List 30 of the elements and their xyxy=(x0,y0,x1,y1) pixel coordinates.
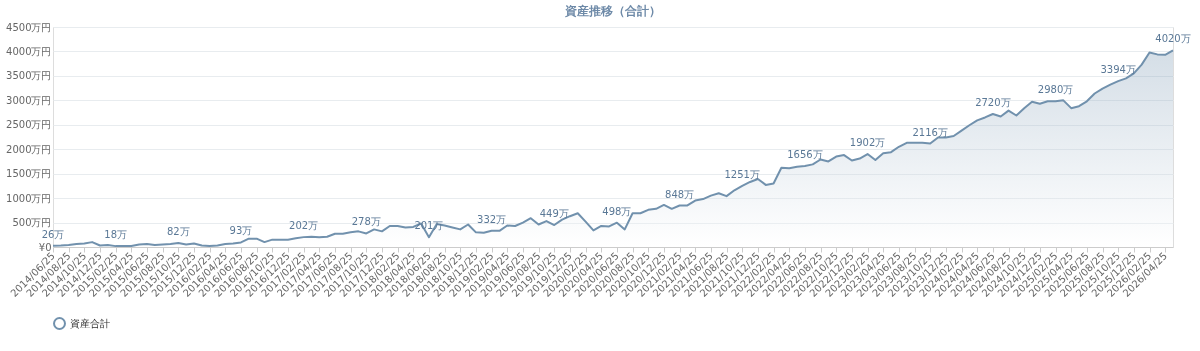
data-label: 4020万 xyxy=(1155,33,1191,45)
y-tick-label: 2000万円 xyxy=(6,143,52,155)
data-label: 2116万 xyxy=(912,126,948,138)
data-label: 1251万 xyxy=(724,168,760,180)
data-label: 82万 xyxy=(166,225,190,237)
data-label: 1902万 xyxy=(849,137,886,149)
data-label: 848万 xyxy=(665,188,695,200)
legend-label: 資産合計 xyxy=(70,317,110,329)
data-label: 278万 xyxy=(351,216,381,228)
data-label: 3394万 xyxy=(1100,64,1136,76)
data-label: 202万 xyxy=(289,220,319,232)
y-tick-label: 1000万円 xyxy=(6,192,52,204)
y-tick-label: ¥0 xyxy=(38,241,52,253)
y-tick-label: 3000万円 xyxy=(6,94,52,106)
data-label: 2980万 xyxy=(1037,84,1074,96)
data-label: 18万 xyxy=(104,229,128,241)
data-label: 26万 xyxy=(41,228,65,240)
y-tick-label: 4000万円 xyxy=(6,45,52,57)
data-label: 1656万 xyxy=(787,149,823,161)
y-tick-label: 500万円 xyxy=(12,217,52,229)
data-label: 93万 xyxy=(229,225,253,237)
y-tick-label: 2500万円 xyxy=(6,119,52,131)
y-tick-label: 4500万円 xyxy=(6,21,52,33)
data-label: 332万 xyxy=(477,213,507,225)
data-label: 498万 xyxy=(602,205,632,217)
y-tick-label: 1500万円 xyxy=(6,168,52,180)
data-label: 2720万 xyxy=(975,97,1011,109)
data-label: 449万 xyxy=(539,208,569,220)
y-tick-label: 3500万円 xyxy=(6,70,52,82)
chart-title: 資産推移（合計） xyxy=(564,4,661,18)
